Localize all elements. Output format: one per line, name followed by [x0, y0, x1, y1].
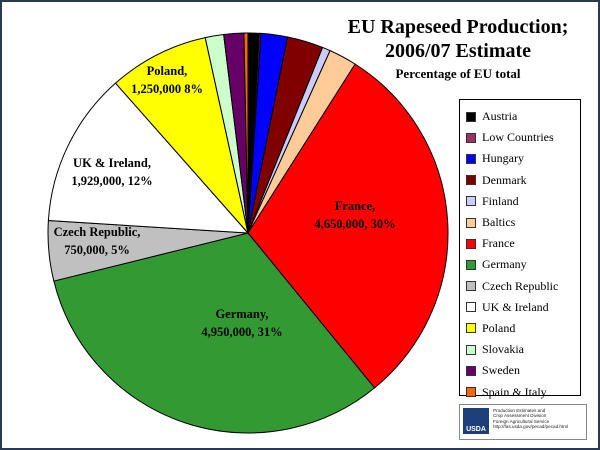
pie-slice-france — [247, 63, 449, 389]
legend-label: Denmark — [482, 172, 527, 187]
legend-item: Hungary — [466, 148, 580, 169]
legend-item: Sweden — [466, 360, 580, 381]
legend-swatch — [466, 175, 476, 186]
chart-title-line1: EU Rapeseed Production; — [347, 16, 569, 38]
legend-item: Denmark — [466, 170, 580, 191]
legend-swatch — [466, 217, 476, 228]
pie-slices — [47, 32, 449, 434]
legend-item: Germany — [466, 254, 580, 275]
legend-swatch — [466, 344, 476, 355]
legend-label: UK & Ireland — [482, 299, 549, 314]
legend-swatch — [466, 132, 476, 143]
chart-title-line2: 2006/07 Estimate — [384, 40, 532, 62]
legend-item: France — [466, 233, 580, 254]
legend-swatch — [466, 365, 476, 376]
legend-label: Hungary — [482, 151, 524, 166]
slice-label-germany: Germany, 4,950,000, 31% — [201, 307, 282, 339]
pie-labels: France, 4,650,000, 30% Germany, 4,950,000, … — [54, 64, 396, 339]
legend-label: France — [482, 236, 515, 251]
chart-subtitle: Percentage of EU total — [395, 66, 521, 81]
legend-item: Poland — [466, 318, 580, 339]
legend-swatch — [466, 153, 476, 164]
usda-footer-line1: Production Estimates and — [493, 408, 546, 413]
usda-footer-text: Production Estimates and Crop Assessment… — [493, 408, 568, 430]
legend-label: Sweden — [482, 363, 520, 378]
legend-label: Spain & Italy — [482, 384, 547, 399]
usda-footer-line2: Crop Assessment Division — [493, 413, 547, 419]
legend-label: Austria — [482, 109, 518, 124]
chart-legend: Austria Low Countries Hungary Denmark Finlan… — [459, 99, 581, 399]
usda-footer-line4[interactable]: http://fas.usda.gov/pecad/pecad.html — [493, 424, 569, 430]
legend-item: Low Countries — [466, 127, 580, 148]
legend-label: Poland — [482, 320, 516, 335]
legend-swatch — [466, 387, 476, 398]
legend-item: UK & Ireland — [466, 297, 580, 318]
legend-label: Low Countries — [482, 130, 554, 145]
slice-label-czech-republic: Czech Republic, 750,000, 5% — [54, 225, 141, 257]
legend-item: Czech Republic — [466, 276, 580, 297]
legend-swatch — [466, 259, 476, 270]
usda-logo-icon: USDA — [463, 408, 489, 434]
legend-item: Austria — [466, 106, 580, 127]
legend-item: Spain & Italy — [466, 381, 580, 402]
legend-swatch — [466, 196, 476, 207]
legend-item: Baltics — [466, 212, 580, 233]
usda-footer-line3: Foreign Agricultural Service — [493, 418, 550, 424]
legend-item: Slovakia — [466, 339, 580, 360]
legend-swatch — [466, 281, 476, 292]
pie-slice-spain-italy — [243, 32, 249, 234]
legend-swatch — [466, 238, 476, 249]
slice-label-france: France, 4,650,000, 30% — [314, 199, 395, 231]
slice-label-uk-ireland: UK & Ireland, 1,929,000, 12% — [71, 156, 152, 188]
legend-label: Slovakia — [482, 342, 524, 357]
legend-swatch — [466, 323, 476, 334]
pie-slice-uk-ireland — [47, 82, 250, 234]
legend-label: Finland — [482, 193, 519, 208]
slice-label-poland: Poland, 1,250,000 8% — [131, 64, 203, 96]
legend-swatch — [466, 111, 476, 122]
usda-footer: USDA Production Estimates and Crop Asses… — [459, 404, 587, 440]
legend-label: Germany — [482, 257, 527, 272]
legend-item: Finland — [466, 191, 580, 212]
legend-label: Czech Republic — [482, 278, 559, 293]
legend-swatch — [466, 302, 476, 313]
pie-slice-poland — [114, 37, 249, 235]
legend-label: Baltics — [482, 215, 516, 230]
pie-slice-germany — [53, 232, 376, 434]
